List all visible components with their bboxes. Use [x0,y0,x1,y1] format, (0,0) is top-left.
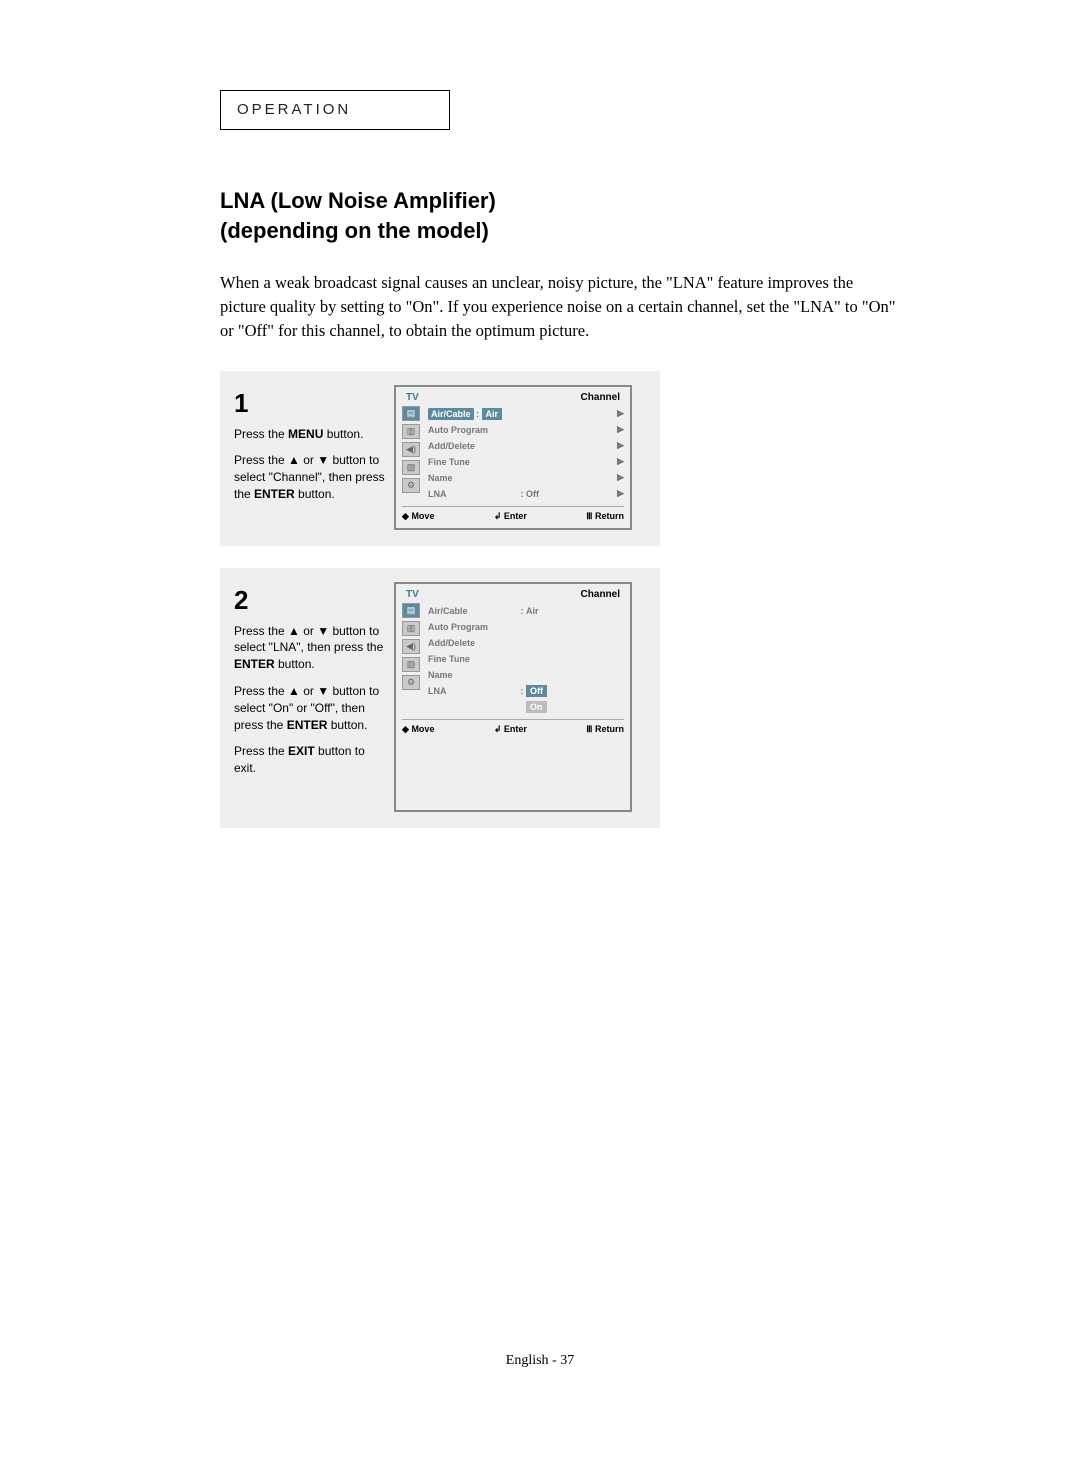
lna-options: Off [526,685,624,697]
menu-item: Add/Delete [428,441,518,451]
step-1-instructions: 1 Press the MENU button. Press the ▲ or … [234,385,394,530]
option-off: Off [526,685,547,697]
tv-label: TV [406,589,581,600]
arrow-icon: ▶ [612,472,624,483]
exit-bold: EXIT [288,744,315,758]
text: Press the [234,744,288,758]
arrow-icon: ▶ [612,456,624,467]
option-on: On [526,701,547,713]
setup-icon: ▧ [402,460,420,475]
osd-footer: ◆ Move ↲ Enter Ⅲ Return [402,506,624,522]
menu-item: Air/Cable [428,606,518,616]
enter-bold: ENTER [234,657,275,671]
title-line-1: LNA (Low Noise Amplifier) [220,188,496,213]
menu-item: Name [428,473,518,483]
enter-icon: ↲ [494,511,502,521]
arrow-icon: ▶ [612,424,624,435]
enter-bold: ENTER [254,487,295,501]
text: button. [295,487,335,501]
menu-item: Name [428,670,518,680]
osd-screenshot-1: TV Channel ▤ ▥ ◀) ▧ ⚙ Air/Cable : [394,385,632,530]
menu-item: Fine Tune [428,654,518,664]
input-icon: ⚙ [402,675,420,690]
osd-menu-list: Air/Cable : Air ▶ Auto Program▶ Add/Dele… [422,406,624,502]
move-icon: ◆ [402,724,409,734]
sound-icon: ▥ [402,424,420,439]
sound-icon: ▥ [402,621,420,636]
move-icon: ◆ [402,511,409,521]
osd-screenshot-2: TV Channel ▤ ▥ ◀) ▧ ⚙ Air/Cable:Air Auto… [394,582,632,812]
osd-title: Channel [581,392,620,403]
arrow-icon: ▶ [612,440,624,451]
arrow-icon: ▶ [612,488,624,499]
enter-bold: ENTER [287,718,328,732]
page-footer: English - 37 [0,1353,1080,1369]
menu-item: Add/Delete [428,638,518,648]
title-line-2: (depending on the model) [220,218,489,243]
menu-value: Air [482,408,612,420]
step-number-1: 1 [234,385,386,421]
input-icon: ⚙ [402,478,420,493]
menu-value: Off [526,489,612,499]
step-2: 2 Press the ▲ or ▼ button to select "LNA… [220,568,660,828]
osd-title: Channel [581,589,620,600]
menu-bold: MENU [288,427,323,441]
picture-icon: ▤ [402,406,420,421]
step-2-instructions: 2 Press the ▲ or ▼ button to select "LNA… [234,582,394,812]
return-icon: Ⅲ [586,511,592,521]
menu-item: LNA [428,686,518,696]
text: button. [323,427,363,441]
text: button. [327,718,367,732]
menu-item: LNA [428,489,518,499]
channel-icon: ◀) [402,442,420,457]
section-header: OPERATION [237,101,351,118]
text: Press the [234,427,288,441]
step-1: 1 Press the MENU button. Press the ▲ or … [220,371,660,546]
return-icon: Ⅲ [586,724,592,734]
setup-icon: ▧ [402,657,420,672]
menu-item: Air/Cable [428,408,474,420]
page-title: LNA (Low Noise Amplifier) (depending on … [220,186,900,245]
menu-item: Fine Tune [428,457,518,467]
menu-item: Auto Program [428,425,518,435]
tv-label: TV [406,392,581,403]
picture-icon: ▤ [402,603,420,618]
osd-menu-list: Air/Cable:Air Auto Program Add/Delete Fi… [422,603,624,715]
osd-footer: ◆ Move ↲ Enter Ⅲ Return [402,719,624,735]
menu-item: Auto Program [428,622,518,632]
body-paragraph: When a weak broadcast signal causes an u… [220,271,900,343]
section-header-box: OPERATION [220,90,450,130]
menu-value: Air [526,606,624,616]
osd-icon-column: ▤ ▥ ◀) ▧ ⚙ [402,603,422,715]
osd-icon-column: ▤ ▥ ◀) ▧ ⚙ [402,406,422,502]
step-number-2: 2 [234,582,386,618]
text: Press the ▲ or ▼ button to select "LNA",… [234,624,383,655]
arrow-icon: ▶ [612,408,624,419]
channel-icon: ◀) [402,639,420,654]
text: button. [275,657,315,671]
enter-icon: ↲ [494,724,502,734]
